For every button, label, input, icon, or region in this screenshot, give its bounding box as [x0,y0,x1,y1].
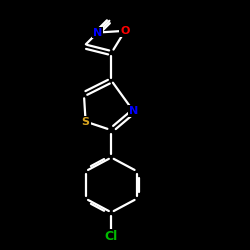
Text: O: O [120,26,130,36]
Text: S: S [82,116,90,126]
Text: N: N [129,106,138,116]
Text: N: N [93,28,102,38]
Text: Cl: Cl [105,230,118,243]
